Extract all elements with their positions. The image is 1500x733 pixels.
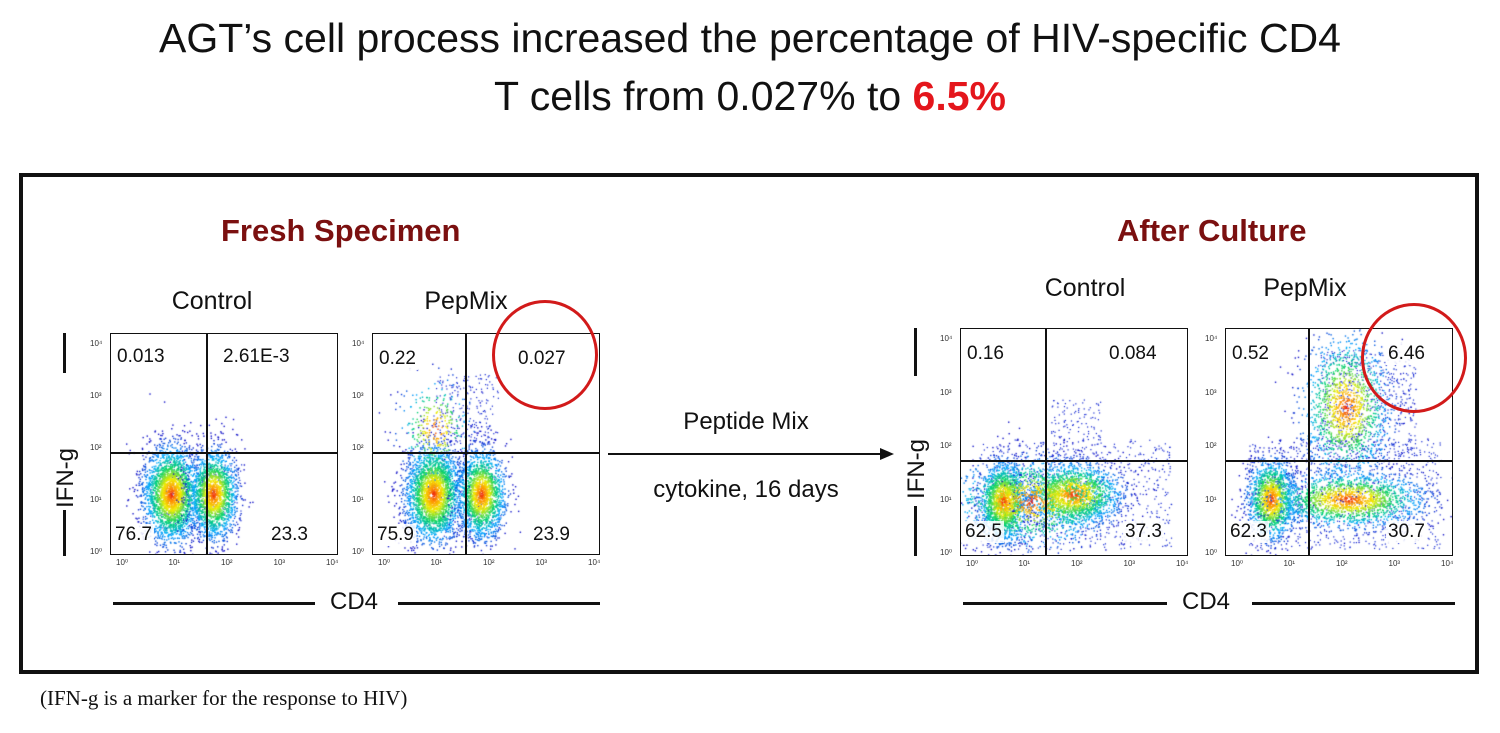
quadrant-gate-vertical [465, 334, 467, 554]
x-axis-line-right-fresh [398, 602, 600, 605]
title-highlight-value: 6.5% [912, 73, 1006, 119]
x-tick-label: 10⁰ [1231, 559, 1244, 568]
quadrant-value-lower-left: 62.3 [1228, 521, 1269, 543]
flow-plot-after-control: 0.16 0.084 62.5 37.3 [960, 328, 1188, 556]
quadrant-value-lower-left: 76.7 [113, 524, 154, 546]
y-axis-line-top-fresh [63, 333, 66, 373]
quadrant-value-upper-left: 0.22 [377, 348, 418, 370]
y-tick-label: 10¹ [1205, 494, 1217, 504]
quadrant-gate-horizontal [373, 452, 599, 454]
y-tick-label: 10¹ [90, 495, 102, 504]
y-tick-label: 10² [90, 443, 102, 452]
quadrant-value-lower-right: 23.3 [269, 524, 310, 546]
x-tick-label: 10⁴ [1176, 559, 1189, 568]
y-tick-label: 10³ [352, 391, 364, 400]
y-axis-label-after: IFN-g [903, 439, 930, 499]
panel-label-fresh-pepmix: PepMix [424, 287, 508, 315]
title-line-2-text: T cells from 0.027% to [494, 73, 913, 119]
y-tick-label: 10² [1205, 441, 1217, 450]
quadrant-value-lower-right: 30.7 [1386, 521, 1427, 543]
y-tick-label: 10⁴ [1205, 334, 1218, 343]
process-arrow-icon [608, 448, 894, 460]
quadrant-value-lower-left: 75.9 [375, 524, 416, 546]
x-tick-label: 10¹ [1283, 559, 1296, 568]
x-axis-label-fresh: CD4 [330, 588, 379, 615]
quadrant-gate-vertical [206, 334, 208, 554]
x-tick-label: 10² [483, 558, 495, 567]
x-axis-line-left-fresh [113, 602, 315, 605]
panel-label-fresh-control: Control [171, 287, 253, 315]
quadrant-value-upper-right: 2.61E-3 [221, 346, 292, 368]
quadrant-gate-horizontal [961, 460, 1187, 462]
y-tick-label: 10³ [940, 387, 952, 397]
x-tick-label: 10³ [1123, 559, 1136, 568]
flow-plot-after-pepmix: 0.52 6.46 62.3 30.7 [1225, 328, 1453, 556]
x-tick-label: 10¹ [430, 558, 443, 567]
quadrant-gate-horizontal [111, 452, 337, 454]
x-axis-label-after: CD4 [1182, 588, 1231, 615]
scatter-density-fresh-control [111, 334, 337, 554]
y-tick-label: 10² [940, 441, 952, 450]
flow-plot-fresh-pepmix: 0.22 0.027 75.9 23.9 [372, 333, 600, 555]
x-tick-label: 10⁴ [588, 558, 601, 567]
y-tick-label: 10¹ [352, 495, 364, 504]
y-axis-line-bottom-fresh [63, 510, 66, 556]
figure-frame [19, 173, 1479, 674]
x-tick-label: 10⁰ [966, 559, 979, 568]
scatter-density-after-control [961, 329, 1187, 555]
quadrant-value-lower-right: 23.9 [531, 524, 572, 546]
x-tick-label: 10⁰ [378, 558, 391, 567]
arrow-bottom-label: cytokine, 16 days [653, 476, 839, 503]
x-tick-label: 10⁴ [326, 558, 339, 567]
y-tick-label: 10³ [90, 391, 102, 400]
y-tick-label: 10⁴ [90, 339, 103, 348]
quadrant-value-upper-left: 0.52 [1230, 343, 1271, 365]
x-tick-label: 10² [1071, 559, 1083, 568]
x-tick-label: 10⁰ [116, 558, 129, 567]
y-tick-label: 10⁰ [940, 548, 953, 557]
chart-title-line-1: AGT’s cell process increased the percent… [159, 15, 1341, 61]
quadrant-value-upper-left: 0.013 [115, 346, 167, 368]
y-tick-label: 10⁰ [90, 547, 103, 556]
flow-plot-fresh-control: 0.013 2.61E-3 76.7 23.3 [110, 333, 338, 555]
quadrant-value-lower-left: 62.5 [963, 521, 1004, 543]
quadrant-gate-vertical [1308, 329, 1310, 555]
panel-label-after-control: Control [1044, 274, 1126, 302]
highlight-circle-fresh [492, 300, 598, 410]
y-tick-label: 10⁰ [1205, 548, 1218, 557]
x-tick-label: 10² [221, 558, 233, 567]
x-tick-label: 10³ [535, 558, 548, 567]
y-axis-line-bottom-after [914, 506, 917, 556]
y-tick-label: 10¹ [940, 494, 952, 504]
x-axis-line-left-after [963, 602, 1167, 605]
footnote: (IFN-g is a marker for the response to H… [40, 686, 408, 710]
y-tick-label: 10² [352, 443, 364, 452]
arrow-top-label: Peptide Mix [683, 408, 809, 435]
x-axis-line-right-after [1252, 602, 1455, 605]
x-tick-label: 10⁴ [1441, 559, 1454, 568]
y-tick-label: 10⁴ [352, 339, 365, 348]
group-title-after: After Culture [1117, 213, 1307, 248]
y-axis-label-fresh: IFN-g [52, 448, 79, 508]
x-tick-label: 10¹ [1018, 559, 1031, 568]
y-tick-label: 10³ [1205, 387, 1217, 397]
quadrant-gate-horizontal [1226, 460, 1452, 462]
group-title-fresh: Fresh Specimen [221, 213, 461, 248]
y-tick-label: 10⁰ [352, 547, 365, 556]
y-tick-label: 10⁴ [940, 334, 953, 343]
x-tick-label: 10¹ [168, 558, 181, 567]
y-axis-line-top-after [914, 328, 917, 376]
highlight-circle-after [1361, 303, 1467, 413]
x-tick-label: 10² [1336, 559, 1348, 568]
quadrant-value-upper-left: 0.16 [965, 343, 1006, 365]
chart-title-line-2: T cells from 0.027% to 6.5% [0, 72, 1500, 120]
x-tick-label: 10³ [273, 558, 286, 567]
x-tick-label: 10³ [1388, 559, 1401, 568]
quadrant-value-lower-right: 37.3 [1123, 521, 1164, 543]
quadrant-value-upper-right: 0.084 [1107, 343, 1159, 365]
panel-label-after-pepmix: PepMix [1263, 274, 1347, 302]
quadrant-gate-vertical [1045, 329, 1047, 555]
